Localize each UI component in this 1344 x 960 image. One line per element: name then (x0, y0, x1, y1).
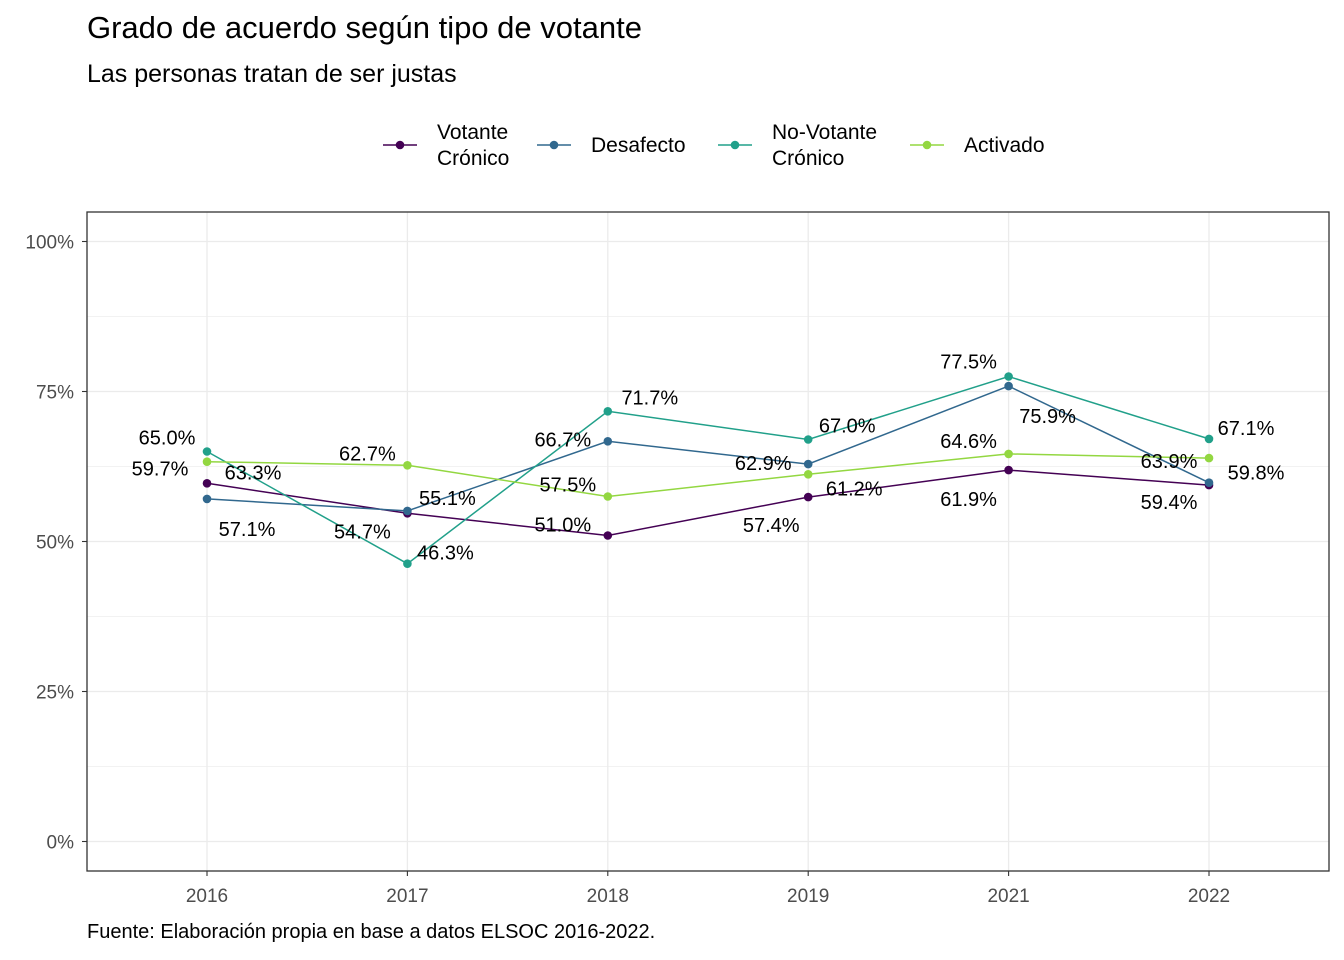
legend-label: Crónico (772, 147, 844, 170)
legend-label: Crónico (437, 147, 509, 170)
data-label: 64.6% (940, 431, 997, 453)
data-point (1204, 478, 1214, 488)
y-tick-label: 100% (25, 233, 74, 254)
data-point (803, 435, 813, 444)
series-line (206, 375, 1210, 565)
data-point (1204, 434, 1214, 444)
data-point (603, 407, 613, 416)
chart-title: Grado de acuerdo según tipo de votante (87, 10, 642, 45)
y-tick-label: 0% (47, 833, 75, 854)
x-tick-label: 2022 (1188, 886, 1230, 907)
data-label: 71.7% (621, 387, 678, 409)
data-label: 66.7% (534, 429, 591, 451)
data-label: 67.0% (819, 416, 876, 438)
data-label: 51.0% (534, 515, 591, 537)
data-label: 62.7% (339, 443, 396, 465)
data-point (803, 459, 813, 469)
data-label: 57.4% (743, 515, 800, 537)
data-point (1204, 453, 1214, 463)
legend-label: Votante (437, 121, 508, 144)
data-label: 59.8% (1228, 463, 1285, 485)
legend-key-point (922, 140, 932, 150)
data-label: 59.4% (1141, 492, 1198, 514)
x-tick-label: 2021 (987, 886, 1029, 907)
y-tick-label: 50% (36, 533, 74, 554)
legend-label: No-Votante (772, 121, 877, 144)
data-point (603, 492, 613, 501)
data-point (202, 457, 212, 467)
data-label: 75.9% (1019, 406, 1076, 428)
data-point (803, 470, 813, 479)
data-label: 77.5% (940, 352, 997, 374)
data-label: 57.5% (539, 475, 596, 497)
data-point (202, 447, 212, 456)
x-tick-label: 2018 (587, 886, 629, 907)
chart-caption: Fuente: Elaboración propia en base a dat… (87, 921, 656, 943)
data-point (1004, 465, 1013, 475)
legend-label: Activado (964, 134, 1045, 157)
series-line (206, 385, 1210, 512)
data-label: 46.3% (417, 543, 474, 565)
data-label: 67.1% (1218, 418, 1275, 440)
legend-key-point (730, 140, 740, 150)
data-label: 55.1% (419, 488, 476, 510)
data-point (202, 494, 212, 504)
x-tick-label: 2016 (186, 886, 228, 907)
data-label: 65.0% (139, 428, 196, 450)
y-tick-label: 25% (36, 683, 74, 704)
data-point (803, 492, 813, 502)
data-point (1004, 381, 1013, 391)
x-tick-label: 2019 (787, 886, 829, 907)
y-tick-label: 75% (36, 383, 74, 404)
series-line (206, 453, 1210, 498)
data-label: 63.3% (225, 463, 282, 485)
data-label: 61.2% (826, 478, 883, 500)
data-point (202, 479, 212, 488)
data-label: 57.1% (219, 519, 276, 541)
data-point (403, 559, 412, 568)
data-label: 63.9% (1141, 451, 1198, 473)
data-point (603, 437, 613, 446)
chart-subtitle: Las personas tratan de ser justas (87, 60, 457, 88)
data-label: 62.9% (735, 453, 792, 475)
legend-key-point (549, 140, 559, 150)
legend-key-point (395, 140, 405, 150)
data-point (403, 461, 412, 470)
data-point (603, 531, 613, 540)
legend-label: Desafecto (591, 134, 686, 157)
data-point (1004, 449, 1013, 459)
data-point (403, 506, 412, 516)
data-label: 54.7% (334, 521, 391, 543)
data-point (1004, 372, 1013, 381)
data-label: 61.9% (940, 489, 997, 511)
x-tick-label: 2017 (386, 886, 428, 907)
data-label: 59.7% (132, 458, 189, 480)
